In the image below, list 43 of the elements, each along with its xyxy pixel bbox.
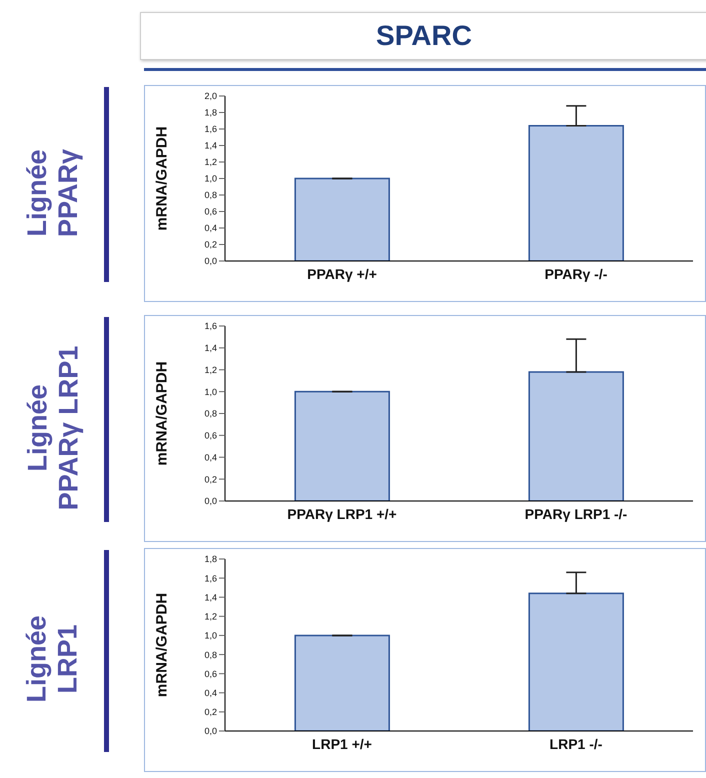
y-tick-label: 0,2 [204, 707, 217, 718]
y-tick-label: 0,0 [204, 726, 217, 736]
y-axis-title: mRNA/GAPDH [153, 361, 170, 466]
x-tick-label: LRP1 +/+ [312, 736, 372, 752]
y-tick-label: 1,8 [204, 554, 217, 564]
y-tick-label: 0,8 [204, 408, 217, 419]
y-tick-label: 1,0 [204, 174, 217, 184]
y-axis-title: mRNA/GAPDH [153, 592, 170, 698]
y-tick-label: 2,0 [204, 91, 217, 102]
y-tick-label: 0,8 [204, 650, 217, 660]
y-tick-label: 0,4 [204, 223, 217, 234]
y-tick-label: 1,6 [204, 321, 217, 332]
x-tick-label: PPARγ LRP1 -/- [524, 506, 628, 522]
text: Lignée LRP1 [22, 615, 84, 703]
x-tick-label: PPARγ -/- [544, 266, 608, 282]
y-tick-label: 0,4 [204, 452, 217, 462]
x-tick-label: PPARγ LRP1 +/+ [287, 506, 397, 522]
text: Lignée PPARγ LRP1 [22, 345, 84, 510]
y-tick-label: 1,2 [204, 157, 217, 168]
y-tick-label: 1,4 [204, 140, 217, 151]
text: Lignée PPARγ [22, 148, 84, 237]
y-tick-label: 1,2 [204, 364, 217, 375]
y-tick-label: 0,2 [204, 474, 217, 484]
y-tick-label: 1,0 [204, 630, 217, 641]
y-tick-label: 1,4 [204, 592, 217, 602]
x-tick-label: LRP1 -/- [550, 736, 603, 752]
y-tick-label: 0,6 [204, 430, 217, 441]
x-tick-label: PPARγ +/+ [307, 266, 377, 282]
y-tick-label: 1,6 [204, 573, 217, 584]
y-tick-label: 1,0 [204, 386, 217, 397]
y-tick-label: 0,4 [204, 688, 217, 698]
y-tick-label: 1,8 [204, 108, 217, 118]
y-tick-label: 0,0 [204, 256, 217, 266]
y-axis-title: mRNA/GAPDH [153, 126, 170, 231]
y-tick-label: 0,0 [204, 496, 217, 506]
y-tick-label: 0,6 [204, 206, 217, 217]
y-tick-label: 0,2 [204, 240, 217, 250]
chart-title: SPARC [140, 12, 706, 60]
y-tick-label: 1,6 [204, 124, 217, 134]
y-tick-label: 1,2 [204, 612, 217, 622]
y-tick-label: 1,4 [204, 343, 217, 354]
y-tick-label: 0,6 [204, 668, 217, 679]
y-tick-label: 0,8 [204, 190, 217, 200]
